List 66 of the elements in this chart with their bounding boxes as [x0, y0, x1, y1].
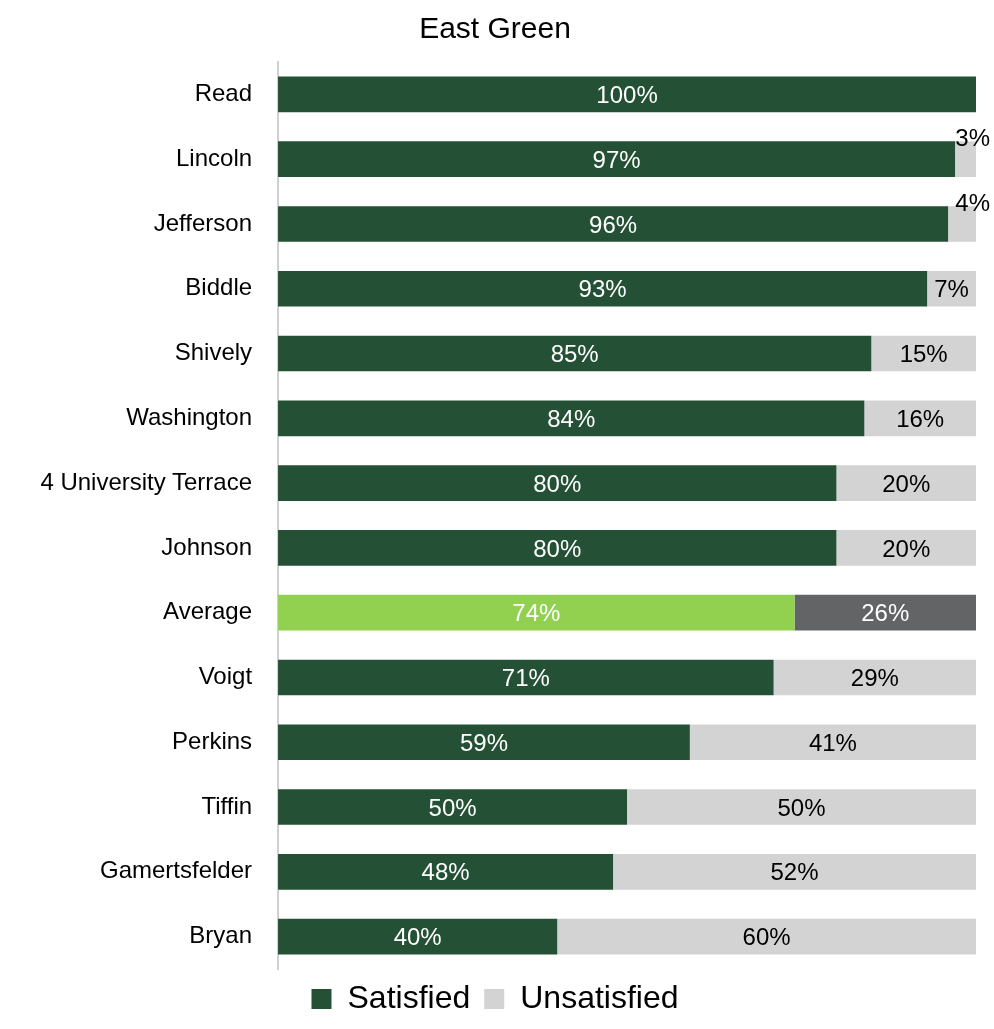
y-tick-label: 4 University Terrace [40, 467, 253, 495]
data-label: 60% [742, 923, 791, 951]
y-tick-label: Bryan [189, 921, 253, 949]
bar [627, 789, 976, 825]
y-tick-label: Tiffin [201, 791, 253, 819]
bar [278, 206, 949, 242]
data-label: 74% [512, 599, 561, 627]
data-label: 3% [955, 123, 990, 151]
data-label: 50% [777, 793, 826, 821]
bar [278, 530, 837, 566]
data-label: 16% [896, 404, 945, 432]
data-label: 80% [533, 469, 582, 497]
bar [689, 724, 976, 761]
data-label: 48% [421, 858, 470, 886]
data-label: 52% [770, 858, 819, 886]
y-tick-label: Biddle [185, 273, 253, 301]
data-label: 20% [882, 469, 931, 497]
data-label: 80% [533, 534, 582, 562]
data-label: 59% [459, 728, 508, 756]
y-tick-label: Johnson [161, 532, 253, 560]
data-label: 20% [882, 534, 931, 562]
bar [278, 76, 976, 113]
bar [278, 724, 690, 761]
bar [836, 530, 976, 566]
y-tick-label: Read [194, 79, 253, 107]
y-tick-label: Perkins [172, 726, 253, 754]
data-label: 50% [428, 793, 477, 821]
legend-label: Satisfied [347, 978, 471, 1015]
bar [278, 400, 865, 437]
bar [773, 659, 976, 696]
bar [836, 465, 976, 501]
bar [278, 854, 614, 890]
data-label: 96% [589, 210, 638, 238]
bar [278, 335, 872, 372]
data-label: 4% [955, 188, 990, 216]
y-tick-label: Average [163, 597, 253, 625]
chart-title: East Green [419, 11, 571, 45]
bar [557, 918, 976, 955]
bar [278, 789, 628, 825]
data-label: 84% [547, 404, 596, 432]
bar [278, 141, 956, 177]
y-tick-label: Gamertsfelder [100, 856, 253, 884]
data-label: 97% [592, 145, 641, 173]
bar [278, 594, 795, 631]
y-tick-label: Jefferson [153, 208, 253, 236]
bar [794, 594, 976, 631]
legend-label: Unsatisfied [520, 978, 679, 1015]
data-label: 15% [899, 340, 948, 368]
bar [613, 854, 976, 890]
data-label: 7% [934, 275, 969, 303]
data-label: 26% [861, 599, 910, 627]
data-label: 85% [550, 340, 599, 368]
bar [278, 270, 928, 307]
y-tick-label: Lincoln [176, 143, 253, 171]
bar [278, 659, 774, 696]
data-label: 40% [393, 923, 442, 951]
bar [278, 918, 558, 955]
bar [278, 465, 837, 501]
data-label: 71% [501, 664, 550, 692]
y-tick-label: Voigt [198, 662, 253, 690]
y-tick-label: Washington [126, 402, 253, 430]
data-label: 41% [808, 728, 857, 756]
data-label: 100% [596, 81, 658, 109]
data-label: 93% [578, 275, 627, 303]
data-label: 29% [850, 664, 899, 692]
y-tick-label: Shively [174, 338, 253, 366]
